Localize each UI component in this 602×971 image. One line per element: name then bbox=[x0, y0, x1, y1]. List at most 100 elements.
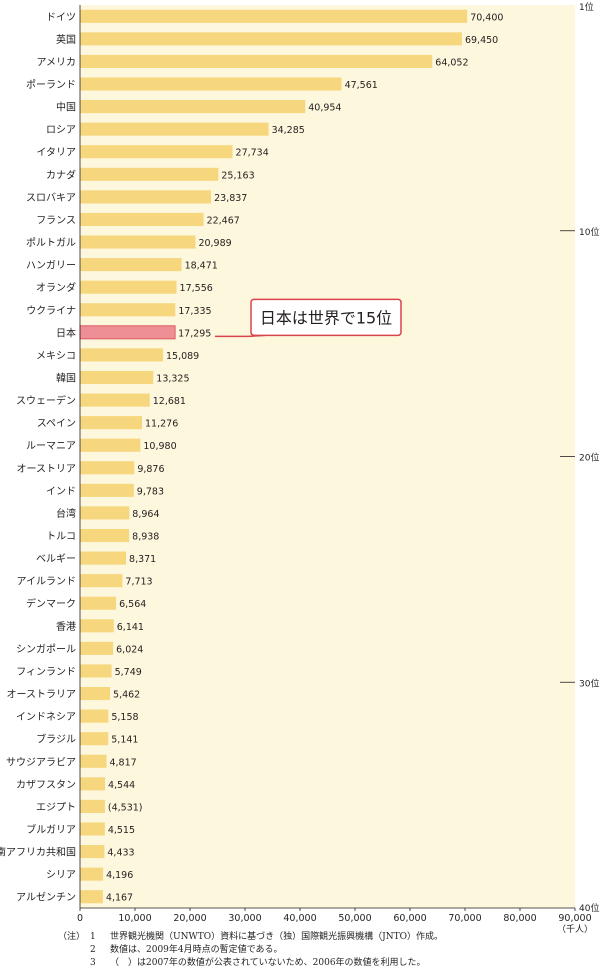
value-label: 64,052 bbox=[435, 57, 468, 68]
category-label: 南アフリカ共和国 bbox=[0, 846, 76, 859]
value-label: 4,515 bbox=[108, 825, 135, 836]
bar bbox=[80, 528, 130, 543]
category-label: 日本 bbox=[56, 326, 76, 339]
x-axis: 0 10,000 20,000 30,000 40,000 50,000 60,000 70,… bbox=[77, 5, 593, 935]
bar bbox=[80, 438, 141, 452]
value-label: 4,544 bbox=[108, 780, 135, 791]
category-label: ブラジル bbox=[36, 733, 76, 746]
category-label: カザフスタン bbox=[16, 779, 76, 791]
bar bbox=[80, 348, 163, 362]
category-label: インド bbox=[46, 486, 76, 497]
footnote-1: （注） 1 世界観光機関（UNWTO）資料に基づき（独）国際観光振興機構（JNT… bbox=[58, 931, 598, 944]
bar bbox=[80, 777, 105, 791]
footnote-2: 2 数値は、2009年4月時点の暫定値である。 bbox=[58, 944, 598, 957]
category-label: 英国 bbox=[56, 33, 76, 46]
bar bbox=[80, 619, 114, 633]
bars-group: ドイツ 70,400 英国 69,450 アメリカ 64,052 ポーランド 47,561 中国… bbox=[0, 9, 503, 904]
category-label: スウェーデン bbox=[16, 394, 76, 407]
footnote-text: （ ）は2007年の数値が公表されていないため、2006年の数値を利用した。 bbox=[110, 958, 426, 968]
x-tick-label: 70,000 bbox=[448, 913, 481, 924]
value-label: 23,837 bbox=[214, 193, 247, 204]
x-tick-label: 90,000 bbox=[558, 913, 591, 924]
footnotes: （注） 1 世界観光機関（UNWTO）資料に基づき（独）国際観光振興機構（JNT… bbox=[58, 931, 598, 970]
value-label: 9,876 bbox=[137, 464, 164, 475]
bar bbox=[80, 167, 219, 181]
x-tick-label: 80,000 bbox=[503, 913, 536, 924]
bar bbox=[80, 641, 114, 655]
x-tick-label: 50,000 bbox=[338, 913, 371, 924]
bar bbox=[80, 416, 143, 430]
bar bbox=[80, 845, 105, 859]
footnote-number: 2 bbox=[90, 945, 96, 955]
rank-label: 40位 bbox=[579, 902, 599, 914]
category-label: スペイン bbox=[37, 419, 76, 430]
category-label: 韓国 bbox=[56, 372, 76, 384]
rank-axis: 1位 10位 20位 30位 40位 bbox=[560, 1, 599, 914]
bar bbox=[80, 54, 433, 68]
x-tick-label: 10,000 bbox=[118, 913, 151, 924]
bar bbox=[80, 122, 269, 136]
bar bbox=[80, 461, 135, 475]
x-unit-label: （千人） bbox=[557, 924, 593, 935]
category-label: エジプト bbox=[36, 801, 76, 813]
value-label: 8,964 bbox=[132, 509, 159, 520]
value-label: 4,433 bbox=[107, 848, 134, 859]
category-label: ロシア bbox=[46, 125, 76, 136]
bar bbox=[80, 258, 182, 272]
value-label: 12,681 bbox=[153, 396, 186, 407]
category-label: オーストリア bbox=[17, 463, 77, 475]
value-label: 17,335 bbox=[178, 306, 211, 317]
rank-label: 1位 bbox=[579, 1, 594, 13]
rank-label: 10位 bbox=[579, 226, 599, 238]
value-label: 5,158 bbox=[111, 712, 138, 723]
bar bbox=[80, 799, 105, 813]
category-label: スロバキア bbox=[26, 192, 76, 204]
value-label: 5,462 bbox=[113, 690, 140, 701]
value-label: (4,531) bbox=[108, 802, 143, 813]
rank-label: 20位 bbox=[579, 452, 599, 464]
value-label: 5,749 bbox=[115, 667, 142, 678]
callout-text: 日本は世界で15位 bbox=[260, 308, 392, 327]
category-label: アルゼンチン bbox=[16, 892, 76, 904]
category-label: ハンガリー bbox=[26, 260, 76, 272]
bar bbox=[80, 822, 105, 836]
category-label: イタリア bbox=[36, 147, 76, 159]
category-label: トルコ bbox=[46, 532, 76, 543]
bar bbox=[80, 145, 233, 159]
category-label: 香港 bbox=[56, 621, 76, 633]
bar bbox=[80, 100, 306, 114]
x-tick-label: 0 bbox=[77, 913, 83, 924]
value-label: 15,089 bbox=[166, 351, 199, 362]
bar bbox=[80, 551, 127, 565]
category-label: インドネシア bbox=[16, 711, 76, 723]
value-label: 70,400 bbox=[470, 12, 503, 23]
value-label: 9,783 bbox=[137, 486, 164, 497]
category-label: ウクライナ bbox=[26, 305, 76, 317]
bar bbox=[80, 483, 134, 497]
callout: 日本は世界で15位 bbox=[215, 298, 402, 338]
x-tick-label: 40,000 bbox=[283, 913, 316, 924]
category-label: ポーランド bbox=[26, 79, 76, 91]
bar bbox=[80, 190, 212, 204]
category-label: 中国 bbox=[56, 101, 76, 114]
value-label: 8,371 bbox=[129, 554, 156, 565]
value-label: 6,141 bbox=[117, 622, 144, 633]
value-label: 4,167 bbox=[106, 893, 133, 904]
category-label: フィンランド bbox=[16, 666, 76, 678]
bar bbox=[80, 890, 103, 904]
bar bbox=[80, 280, 177, 294]
category-label: ベルギー bbox=[36, 553, 76, 565]
bar bbox=[80, 686, 111, 701]
category-label: カナダ bbox=[46, 168, 76, 181]
value-label: 13,325 bbox=[156, 373, 189, 384]
value-label: 6,564 bbox=[119, 599, 146, 610]
value-label: 8,938 bbox=[132, 532, 159, 543]
category-label: シンガポール bbox=[16, 643, 76, 655]
footnote-head: （注） bbox=[58, 932, 86, 942]
bar bbox=[80, 754, 107, 768]
bar bbox=[80, 303, 176, 317]
value-label: 69,450 bbox=[465, 35, 498, 46]
bar bbox=[80, 212, 204, 227]
value-label: 25,163 bbox=[221, 170, 254, 181]
